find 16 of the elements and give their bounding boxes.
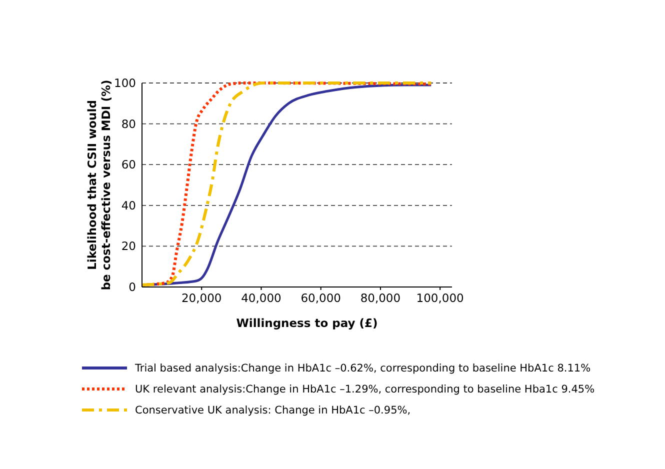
x-tick-label: 60,000 [300, 291, 341, 305]
legend-label: Conservative UK analysis: Change in HbA1c –0.95%, [135, 404, 411, 417]
y-tick-label: 20 [121, 239, 136, 254]
legend-label: Trial based analysis:Change in HbA1c –0.62%, corresponding to baseline HbA1c 8.11% [134, 362, 591, 375]
y-tick-label: 40 [121, 198, 136, 212]
y-tick-label: 60 [121, 158, 136, 172]
x-tick-label: 40,000 [241, 291, 282, 305]
x-tick-label: 20,000 [181, 291, 222, 305]
y-tick-label: 80 [121, 116, 136, 131]
y-axis-title: Likelihood that CSII would be cost-effective versus MDI (%) [85, 80, 113, 290]
y-tick-label: 0 [128, 280, 136, 294]
x-tick-label: 80,000 [360, 291, 401, 305]
x-axis-title: Willingness to pay (£) [236, 316, 378, 330]
x-tick-label: 100,000 [416, 291, 464, 305]
y-tick-label: 100 [114, 76, 136, 90]
legend-label: UK relevant analysis:Change in HbA1c –1.29%, corresponding to baseline Hba1c 9.45% [135, 384, 595, 396]
